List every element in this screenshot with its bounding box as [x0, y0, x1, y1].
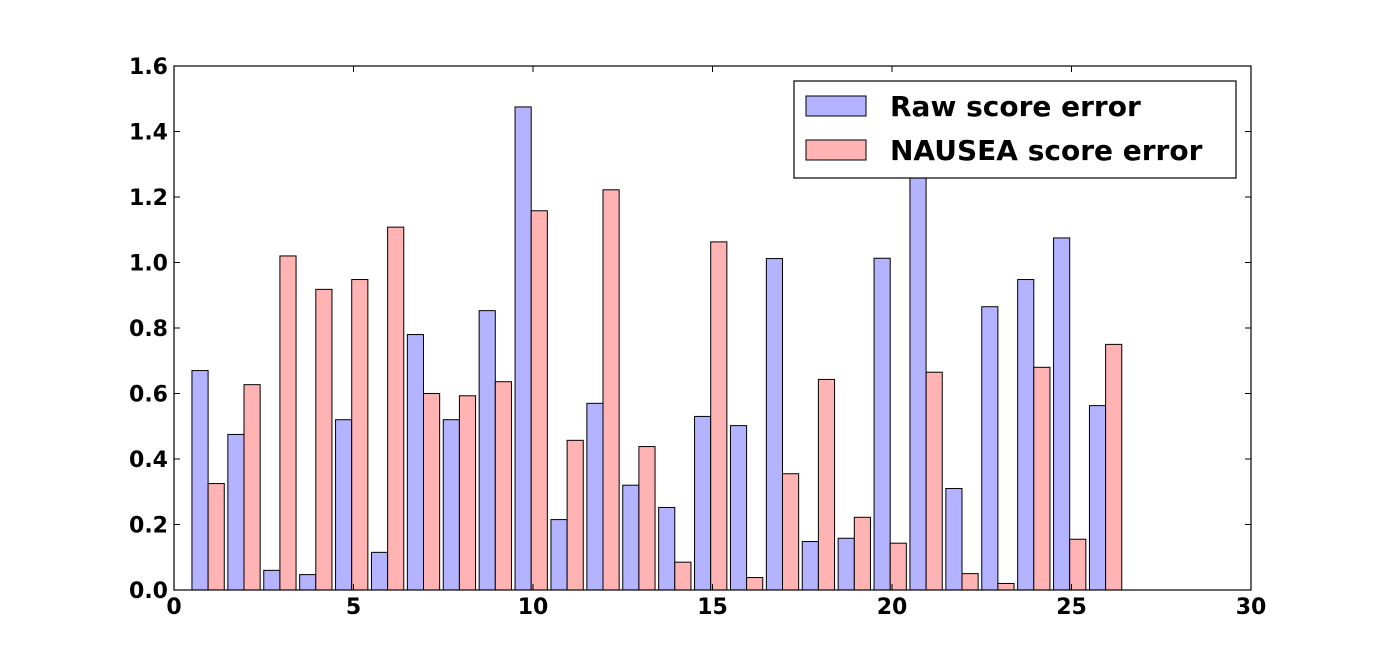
bar-series1-10	[514, 106, 532, 591]
bar-series1-2	[227, 433, 245, 591]
bar-series1-9	[478, 310, 496, 591]
bar-series1-14	[658, 506, 676, 591]
bar-series2-9	[494, 381, 512, 591]
bar-series1-8	[442, 419, 460, 591]
bar-series1-7	[406, 334, 425, 591]
bar-series1-13	[622, 484, 640, 591]
bar-series1-18	[801, 541, 819, 591]
bar-series2-17	[782, 473, 800, 591]
y-tick-label: 0.0	[129, 579, 168, 604]
bar-series1-24	[1017, 279, 1035, 591]
bar-series2-5	[351, 279, 369, 591]
x-tick-label: 0	[166, 595, 181, 620]
bar-series1-3	[263, 569, 281, 591]
bar-series2-22	[961, 573, 979, 591]
ticks-group: 0 5 10 15 20 25 30 0.0 0.2 0.4 0.6 0.8 1.0 1.2 1.4 1.6	[129, 55, 1266, 620]
bar-series1-22	[945, 487, 963, 591]
bar-series2-10	[530, 210, 548, 591]
bar-series2-20	[889, 542, 907, 591]
y-tick-label: 1.6	[129, 55, 168, 80]
bar-series2-6	[387, 226, 405, 591]
y-tick-label: 1.0	[129, 252, 168, 277]
bar-series1-25	[1053, 237, 1071, 591]
legend-frame	[793, 80, 1237, 179]
bar-series1-11	[550, 519, 568, 591]
x-tick-label: 20	[877, 595, 908, 620]
bar-series1-21	[909, 163, 927, 591]
bar-series1-23	[981, 306, 999, 591]
bar-series2-21	[925, 371, 943, 591]
bar-series2-19	[853, 516, 871, 591]
x-tick-label: 10	[518, 595, 549, 620]
bar-series2-14	[674, 561, 692, 591]
y-tick-label: 0.2	[129, 514, 168, 539]
bar-series1-20	[873, 257, 891, 591]
bar-series1-4	[299, 574, 317, 591]
y-tick-label: 1.4	[129, 121, 168, 146]
bar-series1-5	[335, 419, 353, 591]
bar-series1-12	[586, 402, 604, 591]
legend-swatch	[805, 139, 867, 161]
legend: Raw score error NAUSEA score error	[793, 80, 1237, 179]
bar-series2-1	[207, 483, 225, 591]
x-tick-label: 25	[1056, 595, 1087, 620]
legend-label: NAUSEA score error	[890, 134, 1203, 167]
bar-series2-11	[566, 439, 584, 591]
bar-series2-25	[1069, 538, 1087, 591]
y-tick-label: 0.6	[129, 383, 168, 408]
bar-series1-16	[729, 425, 748, 591]
bar-series2-24	[1033, 366, 1051, 591]
bar-series1-6	[370, 551, 389, 591]
bar-series2-12	[602, 189, 620, 591]
x-tick-label: 30	[1236, 595, 1267, 620]
bar-series2-13	[638, 446, 656, 591]
legend-label: Raw score error	[890, 90, 1141, 123]
y-tick-label: 1.2	[129, 186, 168, 211]
bar-series2-7	[423, 393, 441, 591]
bar-series2-8	[458, 395, 477, 591]
bar-series2-26	[1105, 343, 1123, 591]
bar-series2-23	[997, 582, 1015, 591]
bar-series2-3	[279, 255, 297, 591]
bar-series2-18	[817, 378, 836, 591]
bar-series1-19	[837, 537, 855, 591]
bar-series1-1	[191, 370, 209, 591]
legend-swatch	[805, 95, 867, 117]
bar-series2-15	[710, 241, 728, 591]
bar-series1-26	[1088, 405, 1107, 591]
bar-series2-16	[746, 577, 764, 591]
bar-series2-2	[243, 384, 261, 591]
bar-series2-4	[315, 288, 333, 591]
x-tick-label: 15	[697, 595, 728, 620]
bar-series1-17	[765, 258, 783, 591]
bar-series1-15	[694, 415, 712, 591]
axes-frame	[173, 65, 1252, 591]
y-tick-label: 0.8	[129, 317, 168, 342]
y-tick-label: 0.4	[129, 448, 168, 473]
x-tick-label: 5	[346, 595, 361, 620]
